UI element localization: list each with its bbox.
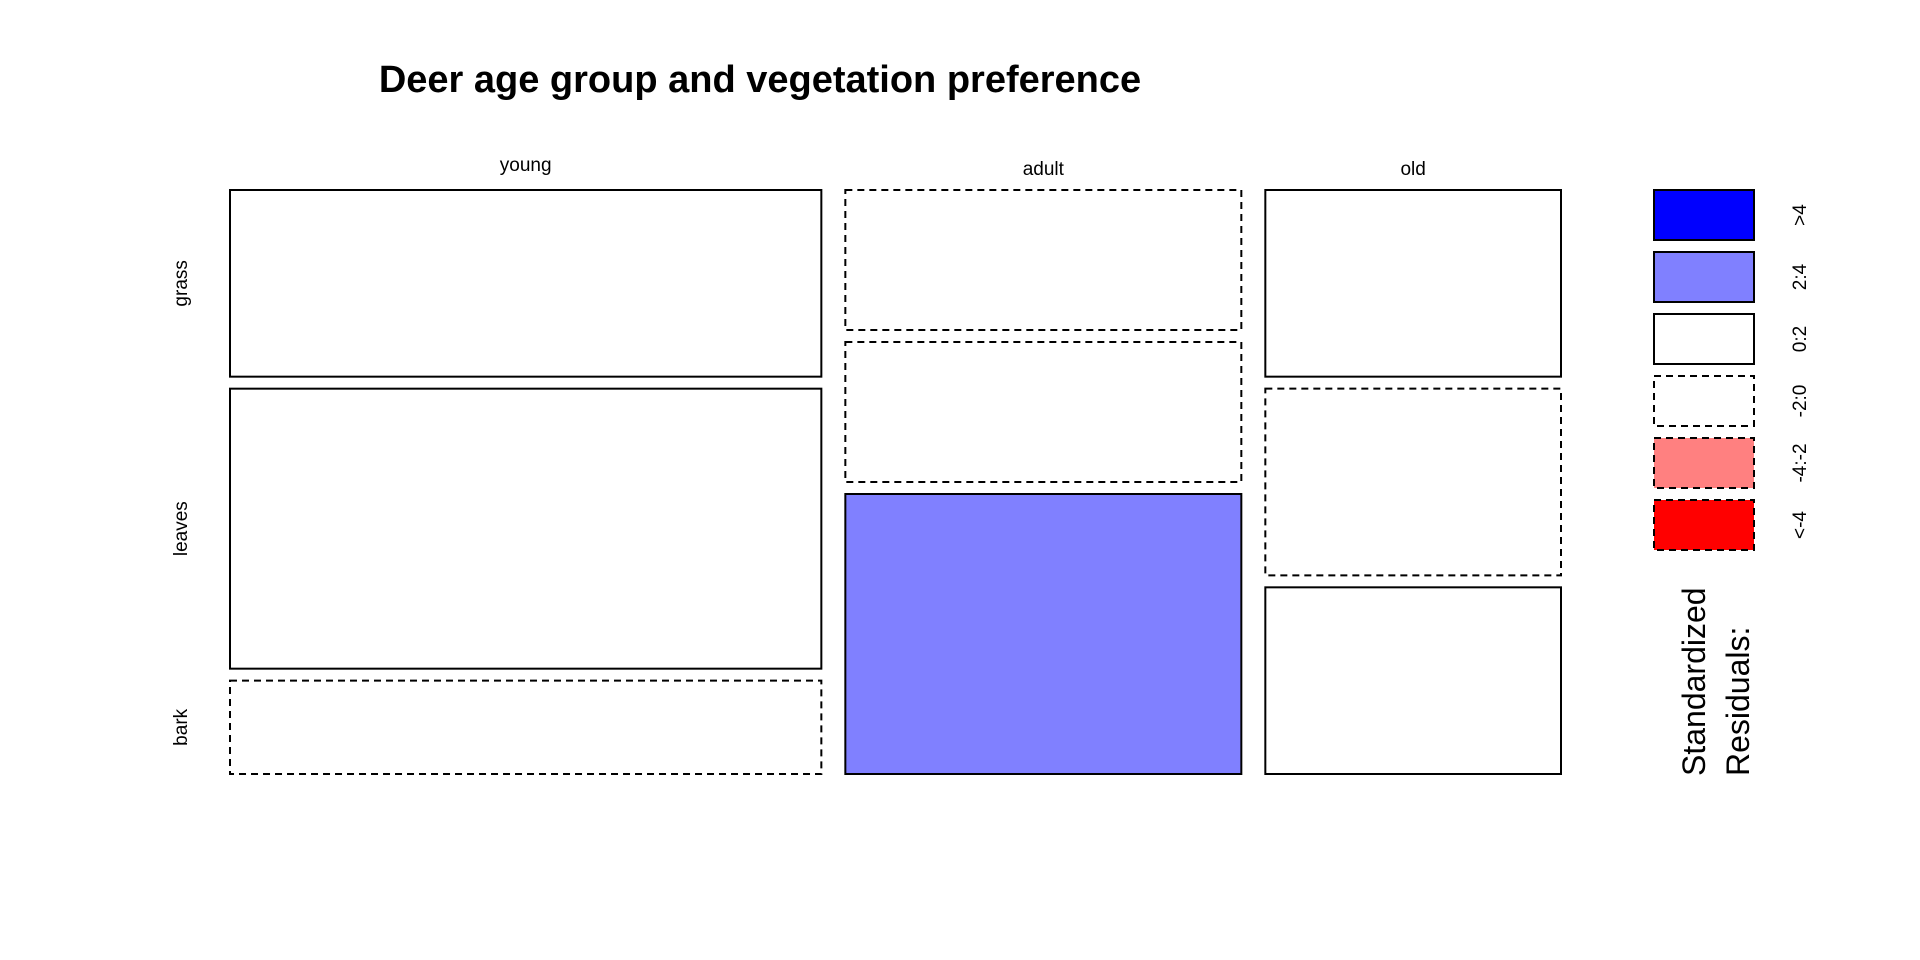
legend-label-4: -4:-2 bbox=[1790, 443, 1811, 482]
tile-old-leaves bbox=[1264, 387, 1562, 577]
row-label-bark: bark bbox=[171, 708, 192, 745]
legend-swatch-1 bbox=[1653, 251, 1755, 303]
column-label-adult: adult bbox=[1023, 159, 1065, 180]
legend-title-line-1: Residuals: bbox=[1720, 627, 1756, 776]
tile-young-grass bbox=[229, 189, 823, 378]
tile-young-leaves bbox=[229, 387, 823, 670]
tile-adult-leaves bbox=[844, 341, 1243, 483]
residuals-legend: >4 2:4 0:2 -2:0 -4:-2 <-4 Standardized Residual… bbox=[1653, 189, 1811, 776]
tile-old-bark bbox=[1264, 586, 1562, 775]
chart-title: Deer age group and vegetation preference bbox=[379, 59, 1141, 101]
tile-old-grass bbox=[1264, 189, 1562, 378]
legend-swatch-0 bbox=[1653, 189, 1755, 241]
legend-title-line-0: Standardized bbox=[1676, 587, 1712, 776]
legend-label-2: 0:2 bbox=[1790, 326, 1811, 352]
row-labels: grass leaves bark bbox=[171, 260, 192, 746]
tile-adult-grass bbox=[844, 189, 1243, 331]
tile-young-bark bbox=[229, 679, 823, 776]
column-labels: young adult old bbox=[500, 155, 1426, 180]
column-label-old: old bbox=[1400, 159, 1425, 180]
column-label-young: young bbox=[500, 155, 552, 176]
row-label-leaves: leaves bbox=[171, 501, 192, 556]
legend-label-0: >4 bbox=[1790, 204, 1811, 226]
legend-swatch-3 bbox=[1653, 375, 1755, 427]
tile-adult-bark bbox=[844, 493, 1243, 775]
legend-label-5: <-4 bbox=[1790, 511, 1811, 539]
legend-swatch-5 bbox=[1653, 499, 1755, 551]
legend-swatch-2 bbox=[1653, 313, 1755, 365]
row-label-grass: grass bbox=[171, 260, 192, 306]
legend-label-3: -2:0 bbox=[1790, 385, 1811, 418]
legend-swatch-4 bbox=[1653, 437, 1755, 489]
legend-label-1: 2:4 bbox=[1790, 263, 1811, 290]
mosaic-tiles bbox=[229, 189, 1562, 776]
